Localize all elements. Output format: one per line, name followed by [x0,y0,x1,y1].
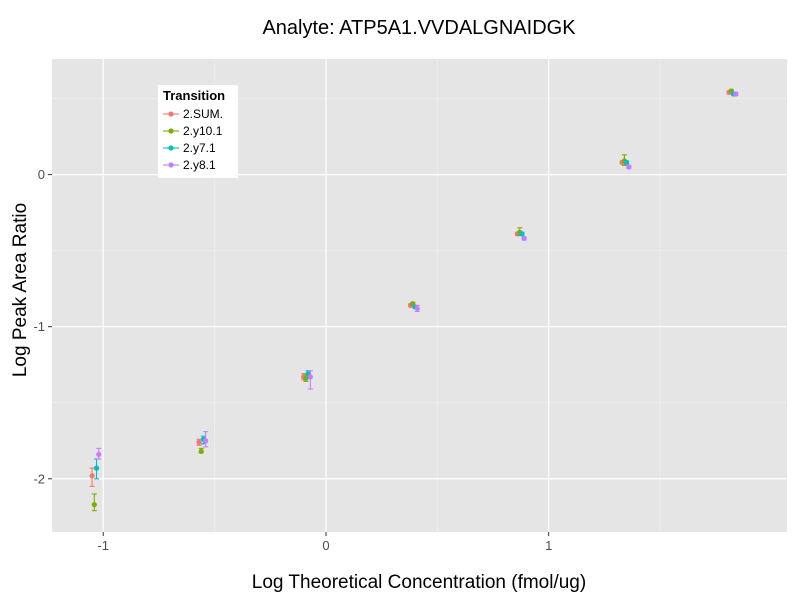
x-axis-title: Log Theoretical Concentration (fmol/ug) [252,572,586,593]
x-tick-label: 1 [545,538,552,553]
x-tick-label: 0 [322,538,329,553]
chart-title: Analyte: ATP5A1.VVDALGNAIDGK [262,17,576,39]
legend-item: 2.y7.1 [163,141,216,155]
data-point [91,502,97,508]
data-point [89,473,95,479]
legend-key-point [168,145,174,151]
legend-label: 2.y10.1 [183,124,223,138]
legend-label: 2.y8.1 [183,158,216,172]
series-2-y8-1 [96,91,739,460]
legend-key-point [168,128,174,134]
legend-item: 2.SUM. [163,107,223,121]
data-point [196,439,202,445]
data-point [96,451,102,458]
data-marks [89,88,739,512]
gridlines [52,59,787,532]
data-point [198,448,204,454]
legend: Transition 2.SUM. 2.y10.1 2.y7.1 2.y8.1 [158,85,238,178]
x-tick-label: -1 [97,538,109,553]
y-axis-title: Log Peak Area Ratio [10,203,31,377]
data-point [307,374,313,380]
legend-items: 2.SUM. 2.y10.1 2.y7.1 2.y8.1 [163,107,223,172]
data-point [521,235,527,242]
data-point [733,91,739,97]
y-tick-label: 0 [38,167,45,182]
data-point [203,438,209,444]
data-point [414,305,420,312]
data-point [93,465,100,471]
legend-key-point [168,162,174,168]
legend-label: 2.y7.1 [183,141,216,155]
legend-label: 2.SUM. [183,107,223,121]
data-point [624,159,630,166]
legend-item: 2.y8.1 [163,158,216,172]
y-tick-label: -2 [33,471,45,486]
legend-key-point [168,111,174,117]
data-point [626,164,632,170]
y-tick-label: -1 [33,319,45,334]
data-point [519,231,525,237]
legend-item: 2.y10.1 [163,124,223,138]
axes: -1 0 1 -2 -1 0 [33,167,552,553]
legend-title: Transition [163,88,225,103]
